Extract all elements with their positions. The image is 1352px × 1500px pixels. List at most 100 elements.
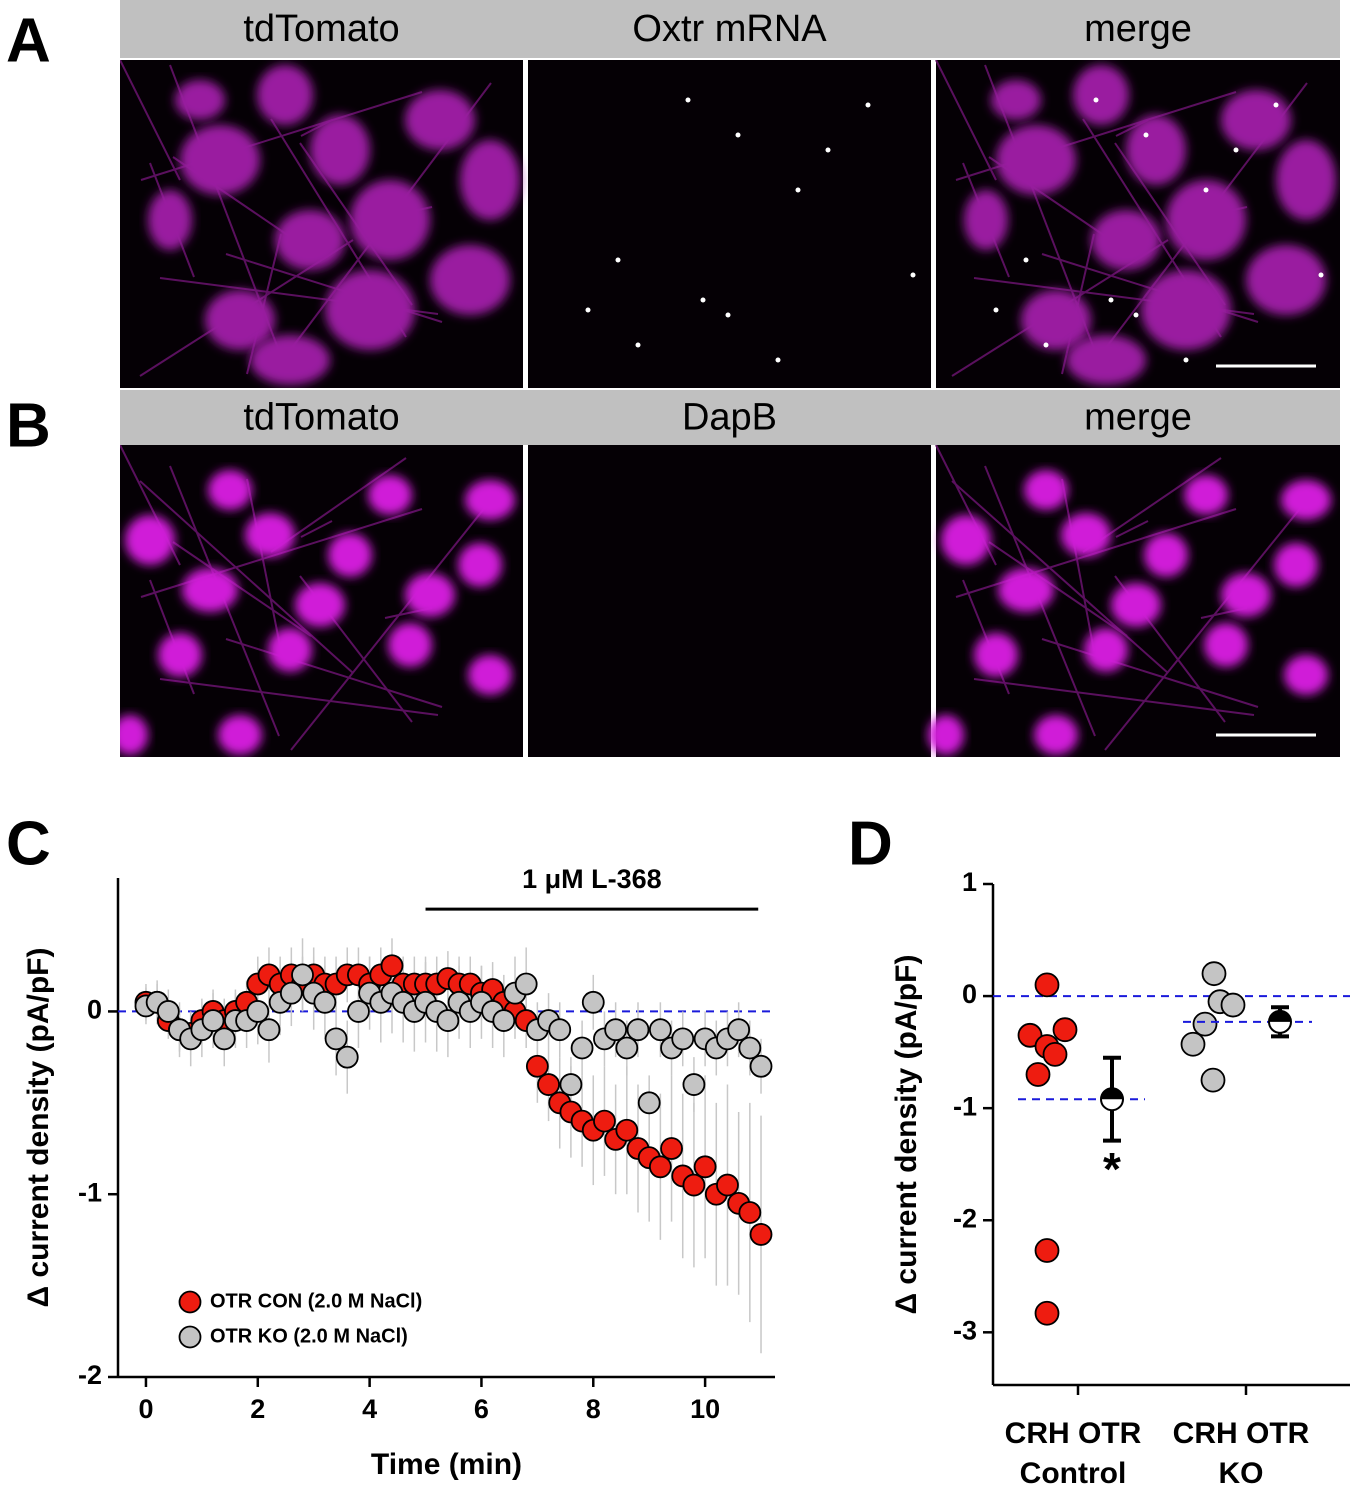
neurite — [290, 499, 492, 751]
x-tick-label: 10 — [690, 1394, 720, 1424]
data-point — [749, 1223, 773, 1246]
neurite — [225, 638, 443, 708]
cell — [1276, 140, 1336, 220]
mrna-dot — [1093, 97, 1099, 103]
cell — [991, 80, 1041, 120]
mrna-dot — [1183, 357, 1189, 363]
cell — [158, 633, 202, 677]
x-tick-label: 6 — [474, 1394, 489, 1424]
cell — [1084, 628, 1128, 672]
image-header: tdTomato — [243, 397, 399, 439]
cell — [328, 533, 372, 577]
data-point — [660, 1137, 683, 1160]
data-point — [347, 1000, 370, 1023]
x-tick-label: 8 — [586, 1394, 601, 1424]
cell — [1274, 543, 1318, 587]
neurite — [172, 541, 312, 637]
panel-letter: A — [6, 6, 51, 75]
y-axis-label: Δ current density (pA/pF) — [22, 948, 55, 1308]
cell — [1166, 180, 1246, 260]
cell — [148, 190, 192, 250]
significance: * — [1103, 1143, 1121, 1195]
micrograph — [528, 60, 931, 388]
mrna-dot — [735, 132, 741, 138]
cell — [208, 470, 252, 510]
cell — [120, 715, 148, 755]
mrna-dot — [700, 297, 706, 303]
mrna-dot — [865, 102, 871, 108]
image-header: tdTomato — [243, 8, 399, 50]
x-tick-label: KO — [1219, 1457, 1264, 1490]
data-point — [201, 1009, 225, 1032]
data-point — [615, 1118, 639, 1142]
mrna-dot — [1108, 297, 1114, 303]
mrna-dot — [725, 312, 731, 318]
header-bar — [120, 0, 1340, 58]
cell — [964, 190, 1008, 250]
data-point — [626, 1018, 650, 1042]
data-point — [1200, 1067, 1226, 1093]
data-point — [335, 1045, 359, 1069]
data-point — [212, 1027, 236, 1051]
mrna-dot — [635, 342, 641, 348]
mrna-dot — [993, 307, 999, 313]
legend-marker — [178, 1325, 202, 1349]
cell — [325, 270, 415, 350]
data-point — [648, 1155, 672, 1179]
treatment-label: 1 μM L-368 — [522, 864, 662, 894]
cell — [1144, 533, 1188, 577]
data-point — [291, 963, 314, 987]
neurite — [159, 678, 439, 716]
legend-label: OTR CON (2.0 M NaCl) — [210, 1290, 422, 1312]
data-point — [525, 1054, 549, 1078]
neurite — [935, 60, 997, 181]
data-point — [257, 1018, 281, 1042]
data-point — [1017, 1022, 1043, 1048]
cell — [1281, 480, 1331, 520]
cell — [268, 628, 312, 672]
cell — [941, 515, 991, 565]
cell — [175, 80, 225, 120]
mrna-dot — [1043, 342, 1049, 348]
y-tick-label: 0 — [87, 995, 102, 1025]
data-point — [615, 1036, 639, 1060]
neurite — [1104, 499, 1308, 751]
data-point — [693, 1155, 717, 1179]
mrna-dot — [775, 357, 781, 363]
panel-letter: C — [6, 809, 51, 878]
y-axis-label: Δ current density (pA/pF) — [890, 955, 923, 1315]
image-header: merge — [1084, 397, 1192, 439]
cell — [1284, 655, 1328, 695]
neurite — [120, 60, 181, 181]
data-point — [1201, 961, 1227, 987]
image-row — [120, 445, 1340, 757]
x-tick-label: 2 — [250, 1394, 265, 1424]
cell — [257, 65, 313, 125]
cell — [405, 90, 475, 150]
neurite — [951, 480, 1169, 674]
data-point — [581, 990, 605, 1014]
data-point — [1025, 1062, 1051, 1087]
cell — [310, 115, 370, 185]
x-tick-label: Control — [1020, 1457, 1127, 1490]
cell — [1204, 623, 1248, 667]
data-point — [537, 1073, 560, 1096]
x-axis-label: Time (min) — [371, 1448, 522, 1481]
cell — [1184, 475, 1228, 515]
cell — [368, 475, 412, 515]
cell — [405, 573, 455, 617]
cell — [1066, 335, 1146, 385]
data-point — [1034, 1238, 1060, 1263]
cell — [1061, 513, 1111, 557]
data-point — [593, 1109, 616, 1133]
y-tick-label: -1 — [953, 1091, 977, 1121]
cell — [295, 583, 345, 627]
cell — [218, 715, 262, 755]
x-tick-label: 0 — [138, 1394, 153, 1424]
data-point — [1034, 972, 1060, 998]
cell — [350, 180, 430, 260]
data-point — [682, 1173, 706, 1197]
panel-letter: B — [6, 391, 51, 460]
data-point — [436, 1009, 460, 1032]
